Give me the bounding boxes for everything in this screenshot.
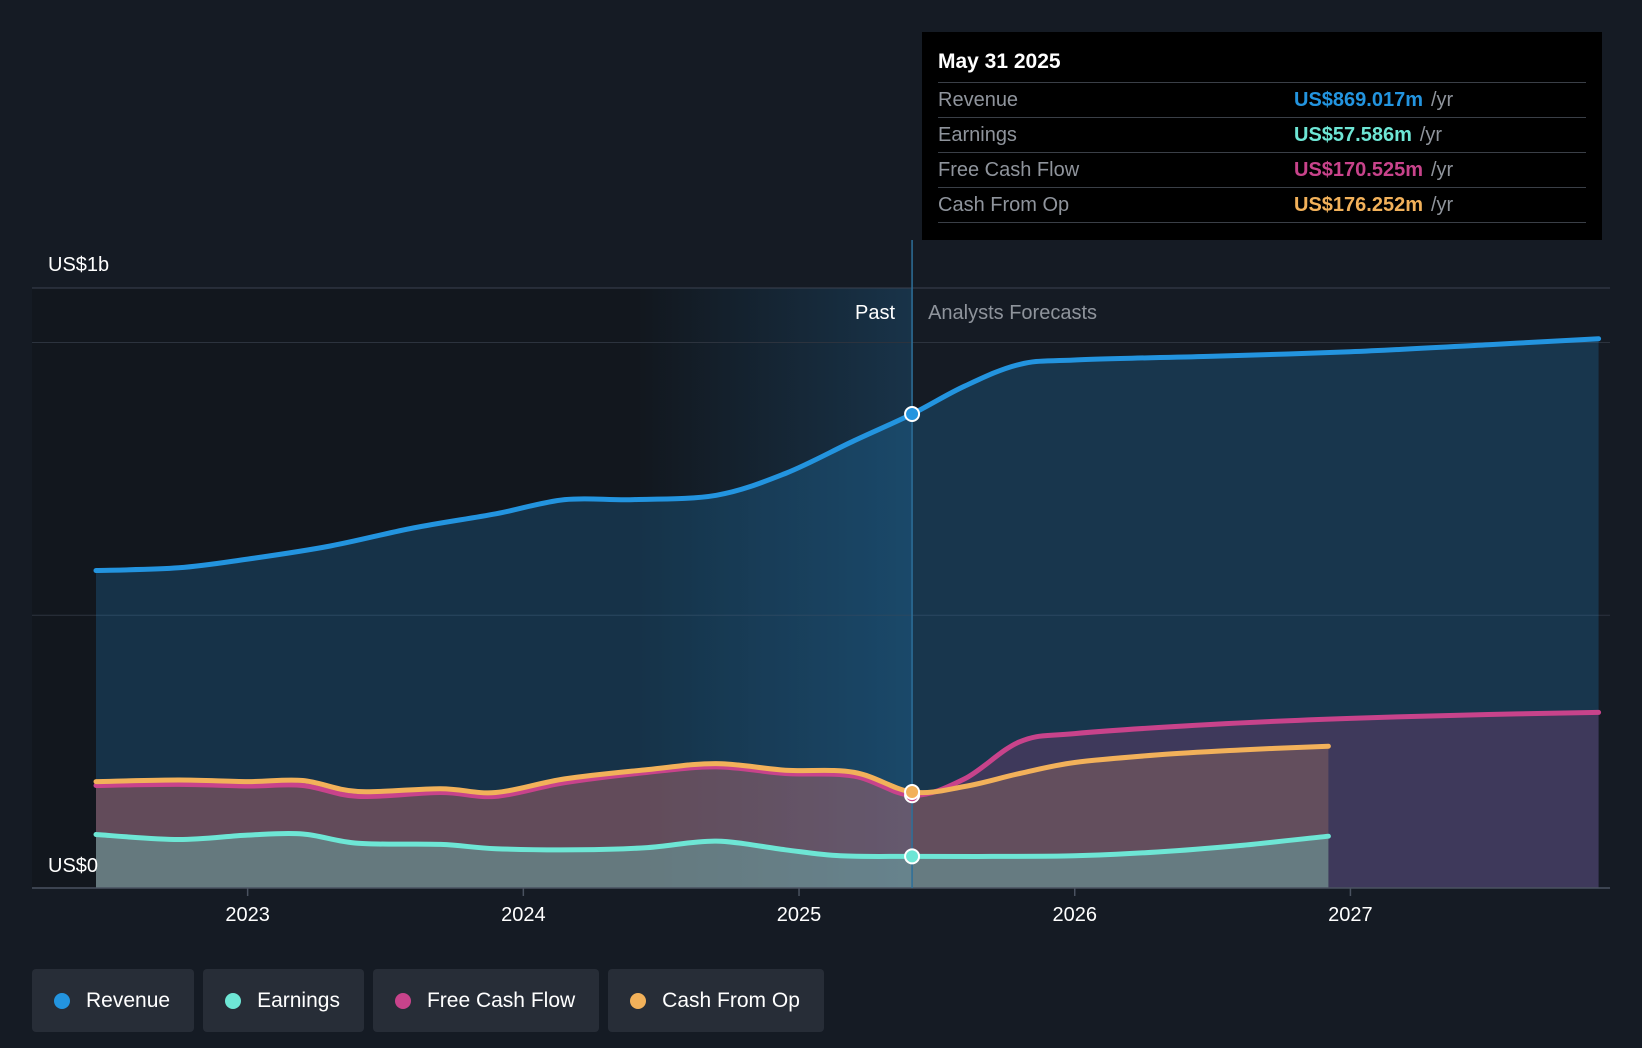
- marker-revenue[interactable]: [904, 406, 921, 422]
- x-tick-label: 2023: [225, 904, 270, 926]
- legend-item-revenue[interactable]: Revenue: [32, 969, 195, 1032]
- highlight-region: [636, 288, 913, 888]
- area-free-cash-flow: [96, 712, 1599, 888]
- tooltip-label: Cash From Op: [938, 194, 1070, 216]
- marker-cash-from-op[interactable]: [904, 784, 921, 800]
- x-tick-label: 2027: [1328, 904, 1373, 926]
- tooltip-date: May 31 2025: [938, 50, 1061, 73]
- legend-item-free-cash-flow[interactable]: Free Cash Flow: [372, 969, 600, 1032]
- tooltip-label: Revenue: [938, 89, 1019, 111]
- legend-dot-icon: [394, 992, 411, 1009]
- tooltip-row-cash-from-op: Cash From Op US$176.252m /yr: [938, 187, 1586, 223]
- tooltip-row-earnings: Earnings US$57.586m /yr: [938, 117, 1586, 152]
- legend-label: Revenue: [86, 988, 171, 1012]
- forecast-label: Analysts Forecasts: [928, 302, 1097, 324]
- y-label-top: US$1b: [48, 254, 109, 276]
- marker-earnings[interactable]: [904, 848, 921, 865]
- tooltip-value: US$176.252m: [1294, 194, 1423, 216]
- tooltip-unit: /yr: [1419, 124, 1443, 146]
- area-earnings: [96, 833, 1329, 888]
- legend-label: Earnings: [257, 988, 340, 1012]
- tooltip-unit: /yr: [1430, 159, 1454, 181]
- tooltip-label: Free Cash Flow: [938, 159, 1080, 181]
- series-markers: [904, 406, 921, 865]
- tooltip-unit: /yr: [1430, 89, 1454, 111]
- legend-item-cash-from-op[interactable]: Cash From Op: [608, 969, 824, 1032]
- legend-dot-icon: [225, 992, 242, 1009]
- legend-dot-icon: [54, 992, 70, 1009]
- line-free-cash-flow: [93, 709, 1602, 800]
- y-label-bottom: US$0: [48, 855, 98, 877]
- legend-label: Free Cash Flow: [426, 988, 576, 1012]
- legend-label: Cash From Op: [662, 988, 800, 1012]
- series-lines: [93, 336, 1602, 859]
- tooltip-unit: /yr: [1430, 194, 1454, 216]
- chart-legend: Revenue Earnings Free Cash Flow Cash Fro…: [32, 969, 824, 1032]
- line-earnings: [93, 830, 1331, 859]
- tooltip-value: US$57.586m: [1294, 124, 1412, 146]
- x-tick-label: 2026: [1052, 904, 1097, 926]
- tooltip-row-revenue: Revenue US$869.017m /yr: [938, 82, 1586, 117]
- x-tick-label: 2024: [501, 904, 546, 926]
- tooltip-label: Earnings: [938, 124, 1017, 146]
- legend-item-earnings[interactable]: Earnings: [203, 969, 364, 1032]
- tooltip-value: US$170.525m: [1294, 159, 1423, 181]
- area-cash-from-op: [96, 746, 1329, 888]
- tooltip-value: US$869.017m: [1294, 89, 1423, 111]
- line-cash-from-op: [93, 743, 1331, 796]
- hover-tooltip: May 31 2025 Revenue US$869.017m /yr Earn…: [922, 32, 1602, 240]
- line-revenue: [93, 336, 1602, 573]
- tooltip-row-free-cash-flow: Free Cash Flow US$170.525m /yr: [938, 152, 1586, 187]
- x-tick-label: 2025: [777, 904, 822, 926]
- past-label: Past: [855, 302, 895, 324]
- legend-dot-icon: [630, 992, 647, 1009]
- x-axis-ticks: 2023 2024 2025 2026 2027: [225, 888, 1373, 926]
